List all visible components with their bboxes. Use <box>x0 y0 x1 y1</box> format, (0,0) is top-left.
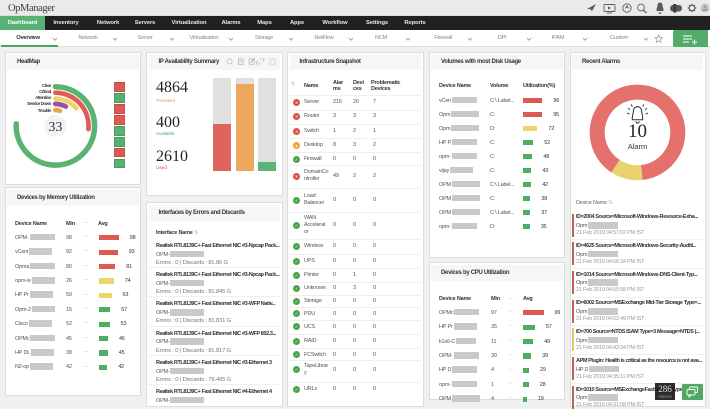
svg-text:33: 33 <box>48 120 62 135</box>
svg-text:10: 10 <box>628 121 647 142</box>
svg-text:Alarm: Alarm <box>627 142 647 151</box>
